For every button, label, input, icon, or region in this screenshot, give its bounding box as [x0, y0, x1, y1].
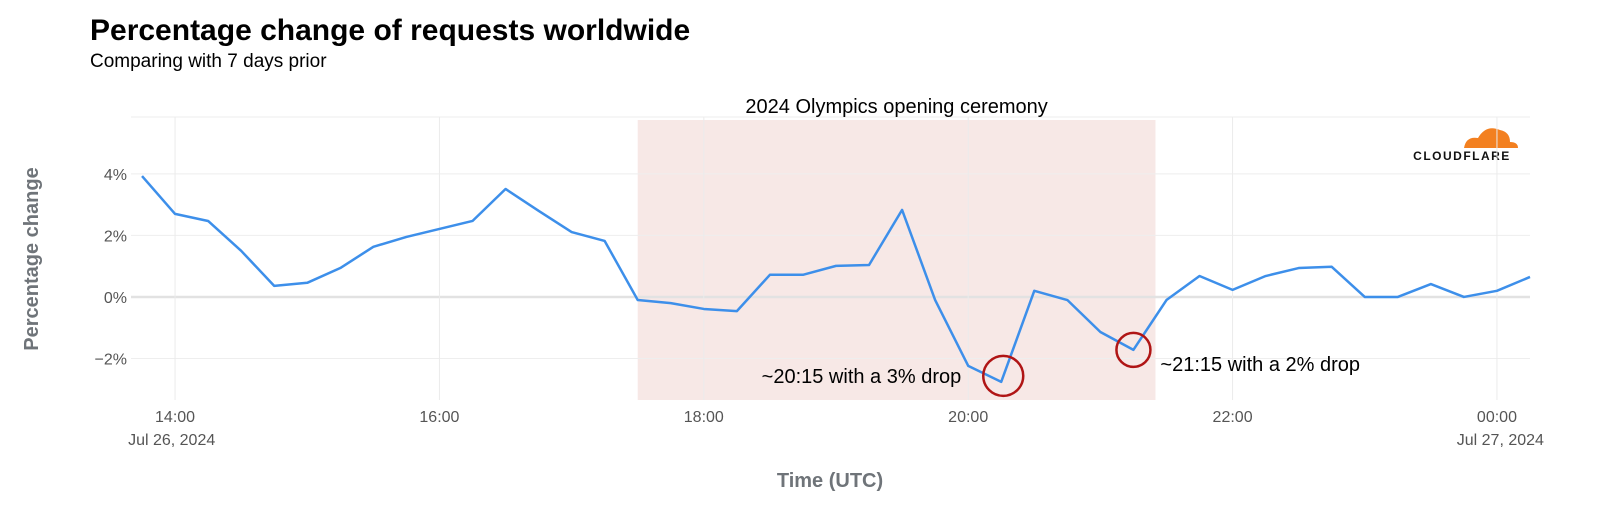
x-tick-label: 22:00: [1213, 409, 1253, 426]
chart-title: Percentage change of requests worldwide: [90, 14, 690, 47]
highlight-region: [637, 120, 1156, 400]
y-tick-label: −2%: [95, 351, 127, 368]
chart-subtitle: Comparing with 7 days prior: [90, 51, 327, 72]
x-tick-label: 20:00: [948, 409, 988, 426]
x-tick-label: 18:00: [684, 409, 724, 426]
annotation-text: ~21:15 with a 2% drop: [1160, 354, 1360, 376]
highlight-label: 2024 Olympics opening ceremony: [745, 96, 1047, 118]
y-axis-label: Percentage change: [21, 167, 43, 350]
y-tick-label: 4%: [104, 167, 127, 184]
logo: CLOUDFLARE: [1413, 128, 1518, 163]
x-tick-date: Jul 27, 2024: [1457, 432, 1544, 449]
y-tick-label: 0%: [104, 290, 127, 307]
x-axis-label: Time (UTC): [777, 470, 883, 492]
x-tick-label: 16:00: [419, 409, 459, 426]
data-line: [141, 175, 1531, 384]
x-tick-label: 00:00: [1477, 409, 1517, 426]
x-tick-label: 14:00: [155, 409, 195, 426]
logo-cloud: [1464, 128, 1518, 148]
y-tick-label: 2%: [104, 228, 127, 245]
annotation-circle: [1115, 331, 1152, 369]
plot: [131, 116, 1530, 400]
logo-text: CLOUDFLARE: [1413, 149, 1511, 163]
annotation-text: ~20:15 with a 3% drop: [762, 366, 962, 388]
x-tick-date: Jul 26, 2024: [128, 432, 215, 449]
annotation-circle: [981, 354, 1025, 398]
